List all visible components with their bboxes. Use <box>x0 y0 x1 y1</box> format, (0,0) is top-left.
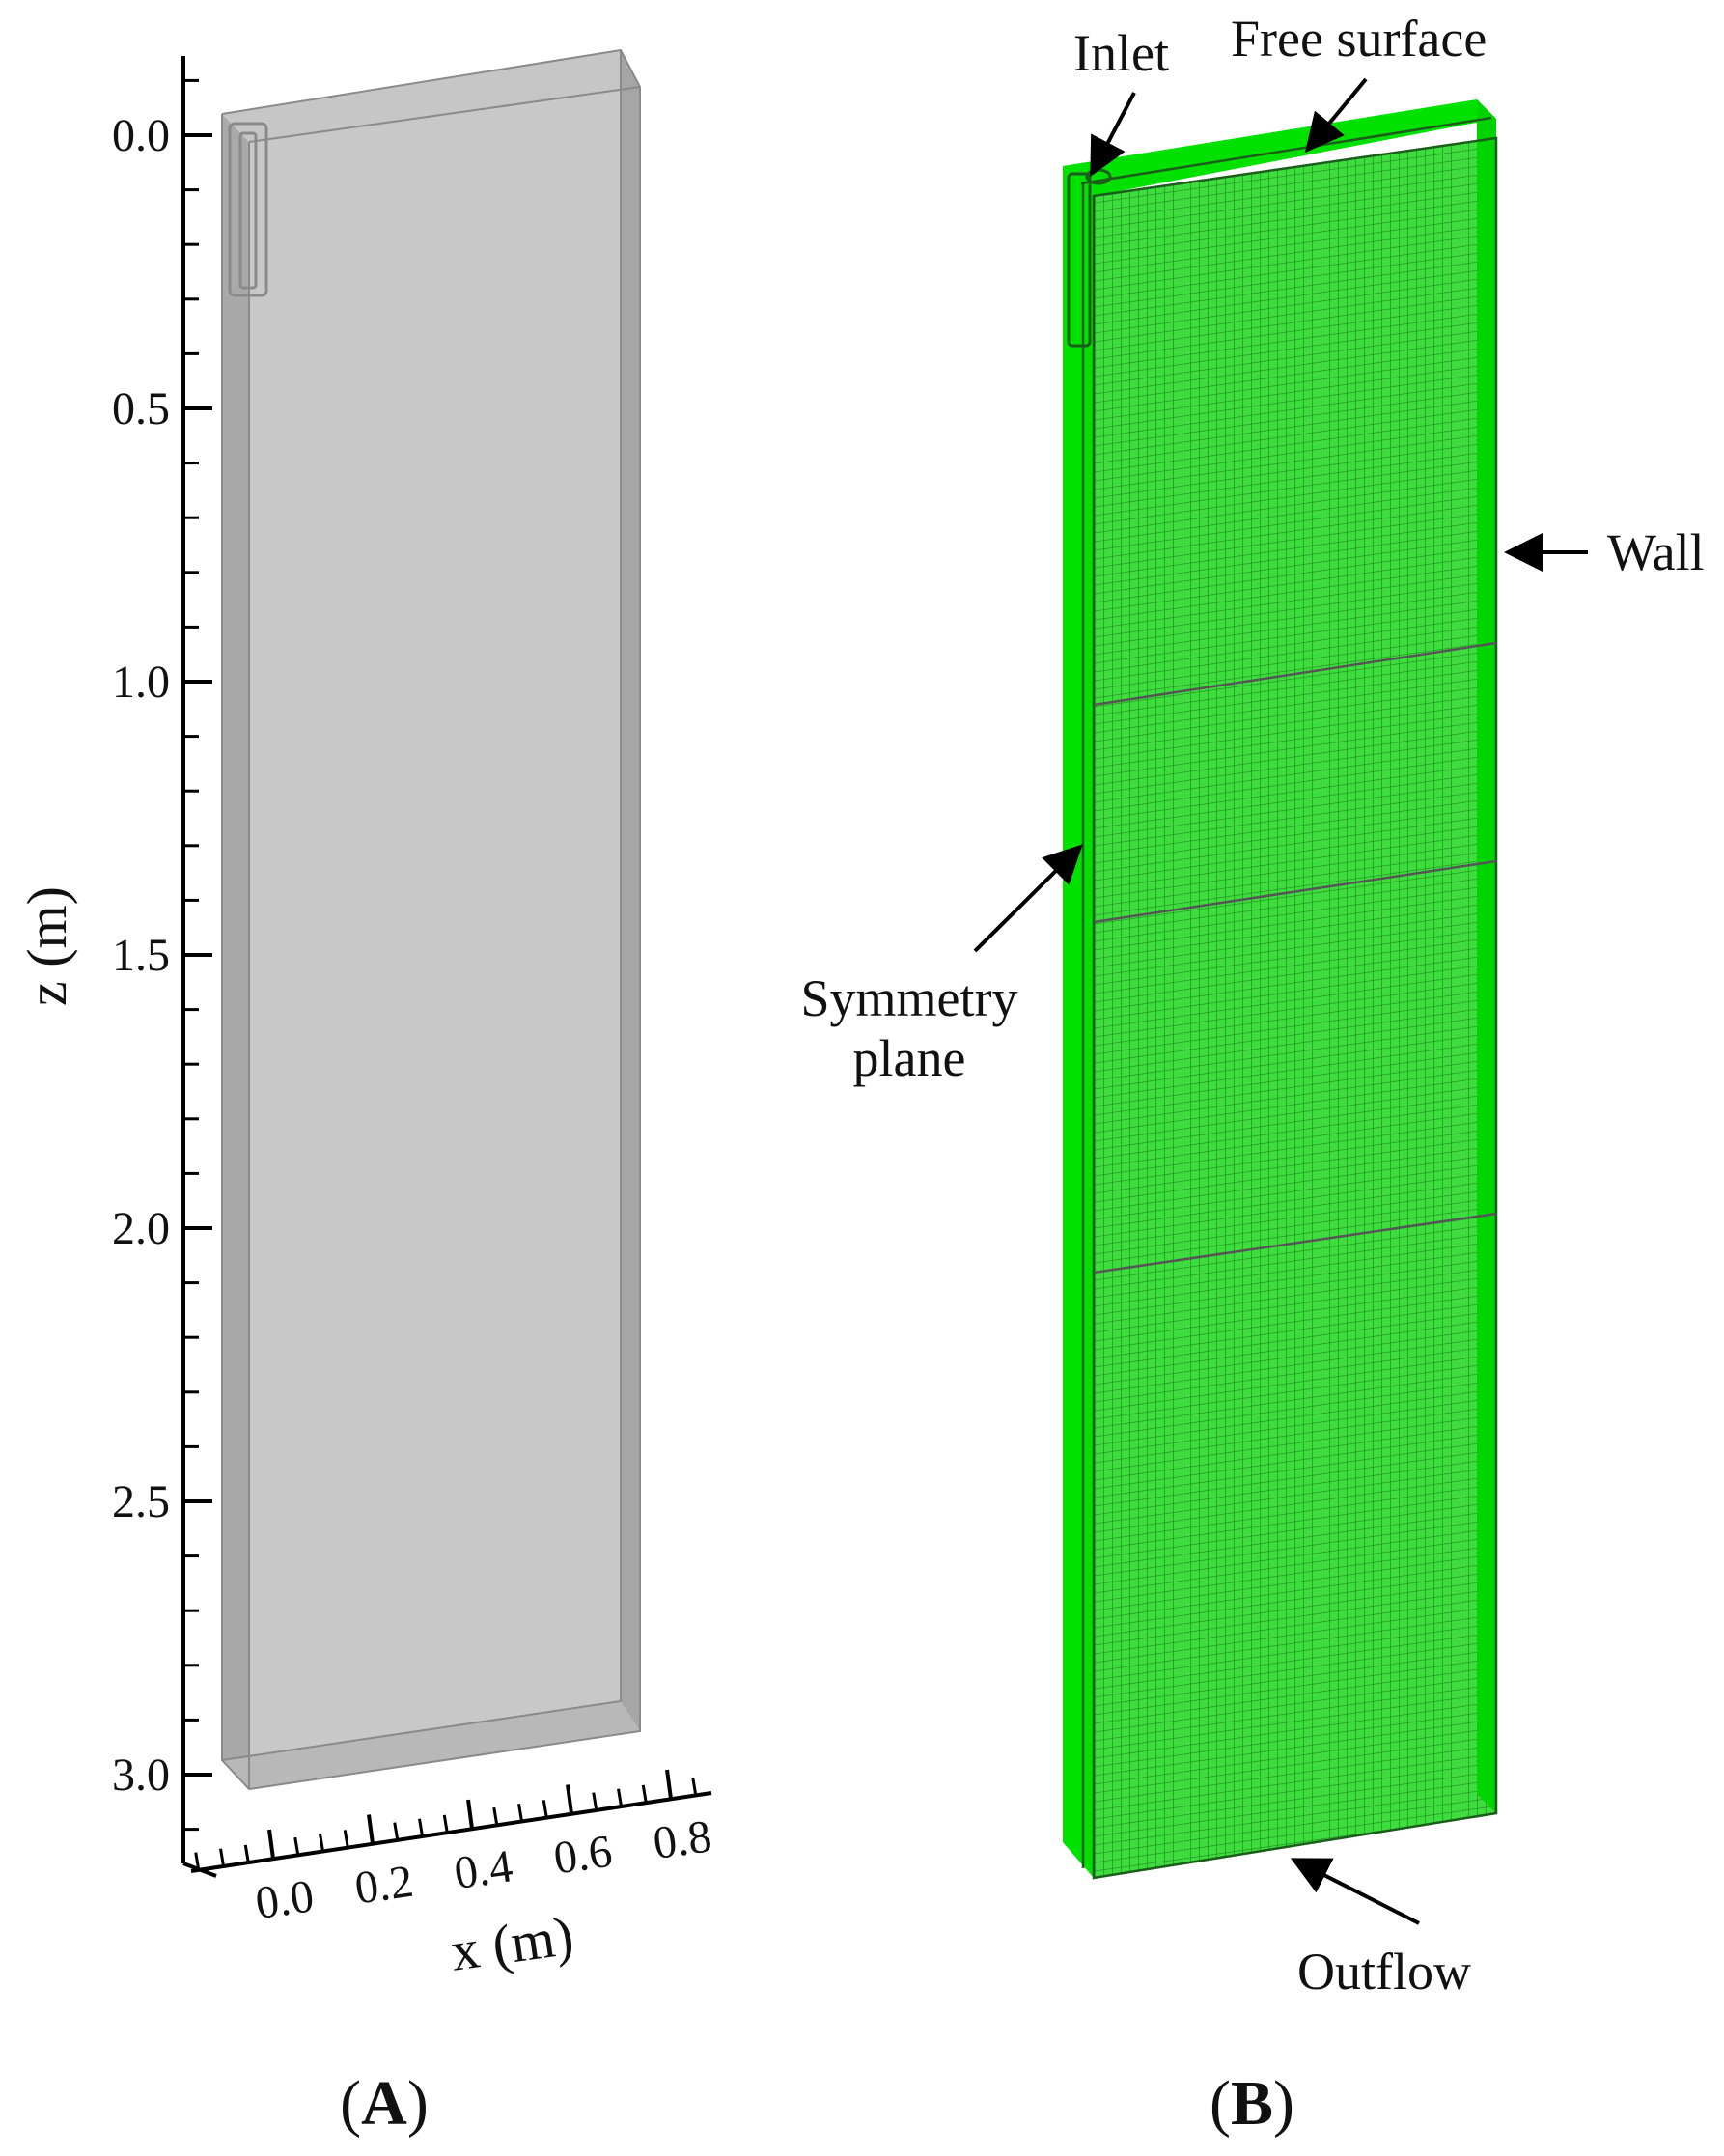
mesh-edges <box>1080 116 1498 1880</box>
x-major-tick <box>267 1829 275 1860</box>
callout-wall: Wall <box>1607 523 1705 581</box>
x-minor-tick <box>293 1836 300 1856</box>
arrow-inlet <box>1090 92 1136 178</box>
x-minor-tick <box>319 1834 324 1852</box>
x-tick-label: 0.6 <box>550 1826 615 1885</box>
z-tick-label: 0.0 <box>112 110 170 161</box>
domain-box-bottom-face <box>222 1701 640 1789</box>
callout-inlet: Inlet <box>1073 24 1169 82</box>
x-minor-tick <box>492 1806 499 1826</box>
arrow-outflow <box>1290 1858 1420 1925</box>
z-axis-tick-labels: 0.0 0.5 1.0 1.5 2.0 2.5 3.0 <box>112 110 170 1801</box>
x-major-tick <box>566 1784 573 1814</box>
z-tick-label: 0.5 <box>112 383 170 434</box>
domain-box-back-face <box>222 50 640 142</box>
domain-box-right-side <box>621 50 640 1731</box>
x-minor-tick <box>617 1788 623 1806</box>
panel-label-b: (B) <box>1210 2068 1294 2139</box>
x-major-tick <box>665 1769 673 1800</box>
x-tick-label: 0.0 <box>252 1870 317 1929</box>
x-minor-tick <box>592 1792 598 1810</box>
x-minor-tick <box>194 1852 201 1870</box>
z-axis-title: z (m) <box>15 886 78 1006</box>
mesh-left-side <box>1063 166 1094 1878</box>
domain-box-front-face <box>249 87 640 1789</box>
x-axis-ticks <box>194 1769 698 1870</box>
callout-outflow: Outflow <box>1297 1943 1471 2001</box>
arrow-symmetry-plane <box>973 844 1083 953</box>
z-tick-label: 2.5 <box>112 1476 170 1527</box>
mesh-block-boundaries <box>1093 641 1497 1274</box>
x-minor-tick <box>442 1814 449 1834</box>
x-minor-tick <box>641 1784 648 1804</box>
mesh-top-face <box>1063 99 1496 196</box>
x-major-tick <box>466 1799 474 1830</box>
z-tick-label: 1.0 <box>112 657 170 708</box>
mesh-right-side <box>1477 99 1496 1813</box>
z-tick-label: 3.0 <box>112 1750 170 1801</box>
x-minor-tick <box>219 1848 225 1866</box>
domain-box-edges <box>221 48 641 1791</box>
panel-b-mesh: Inlet Free surface Wall Symmetry plane Ou… <box>801 10 1705 2139</box>
x-axis-line <box>190 1791 712 1873</box>
inlet-pipe-outline <box>228 122 268 297</box>
mesh-front-face <box>1094 138 1496 1878</box>
x-axis-tick-labels: 0.0 0.2 0.4 0.6 0.8 <box>252 1810 714 1929</box>
panel-label-a: (A) <box>340 2068 429 2139</box>
arrow-free-surface <box>1304 77 1368 154</box>
z-axis-ticks <box>183 78 212 1832</box>
x-major-tick <box>367 1814 375 1844</box>
x-minor-tick <box>542 1800 548 1818</box>
x-minor-tick <box>393 1822 400 1840</box>
callout-free-surface: Free surface <box>1231 10 1487 68</box>
x-minor-tick <box>418 1818 424 1836</box>
x-minor-tick <box>517 1804 523 1822</box>
callout-symmetry-plane: Symmetry plane <box>801 969 1018 1087</box>
x-axis-stub <box>182 1862 217 1878</box>
x-tick-label: 0.2 <box>351 1856 416 1915</box>
x-tick-label: 0.8 <box>650 1810 714 1869</box>
x-axis-title: x (m) <box>447 1904 577 1983</box>
z-tick-label: 2.0 <box>112 1203 170 1254</box>
domain-box-left-side <box>222 114 249 1789</box>
x-minor-tick <box>343 1830 349 1848</box>
x-tick-label: 0.4 <box>451 1840 515 1899</box>
x-minor-tick <box>691 1777 698 1796</box>
panel-a-geometry: 0.0 0.5 1.0 1.5 2.0 2.5 3.0 z (m) 0.0 0.2 0.4 0.6… <box>15 48 714 2139</box>
x-minor-tick <box>243 1844 250 1863</box>
z-tick-label: 1.5 <box>112 930 170 981</box>
